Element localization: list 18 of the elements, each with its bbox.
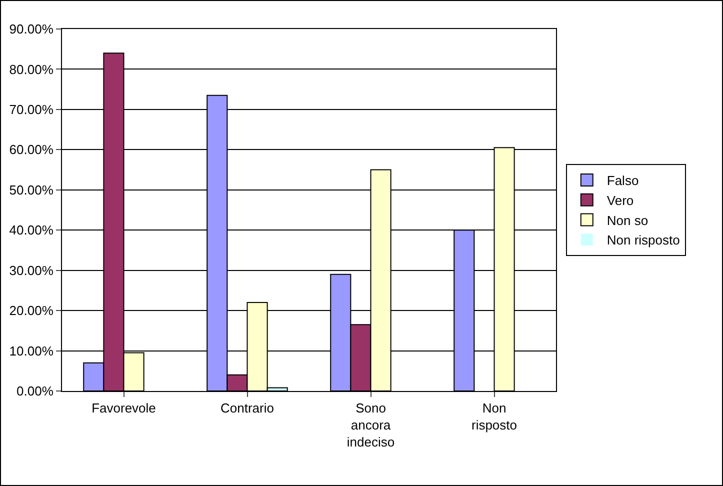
y-tick-label: 40.00% [9, 222, 54, 238]
y-tick-label: 50.00% [9, 182, 54, 198]
x-tick-label: Contrario [220, 400, 274, 416]
y-tick-label: 10.00% [9, 343, 54, 358]
y-tick-label: 30.00% [9, 262, 54, 278]
x-tick-label: Non risposto [471, 400, 518, 432]
y-tick-label: 90.00% [9, 22, 54, 37]
y-tick-label: 60.00% [9, 142, 54, 158]
y-tick-label: 80.00% [9, 62, 54, 77]
y-tick-label: 70.00% [9, 102, 54, 117]
legend-label: Falso [606, 173, 639, 188]
legend-label: Non so [606, 212, 648, 228]
x-tick-label: Favorevole [92, 400, 156, 416]
legend-label: Vero [606, 192, 634, 208]
y-tick-label: 20.00% [9, 303, 54, 318]
legend-label: Non risposto [606, 232, 680, 248]
x-tick-label: Sono ancora indeciso [346, 400, 395, 450]
y-tick-label: 0.00% [16, 384, 54, 399]
